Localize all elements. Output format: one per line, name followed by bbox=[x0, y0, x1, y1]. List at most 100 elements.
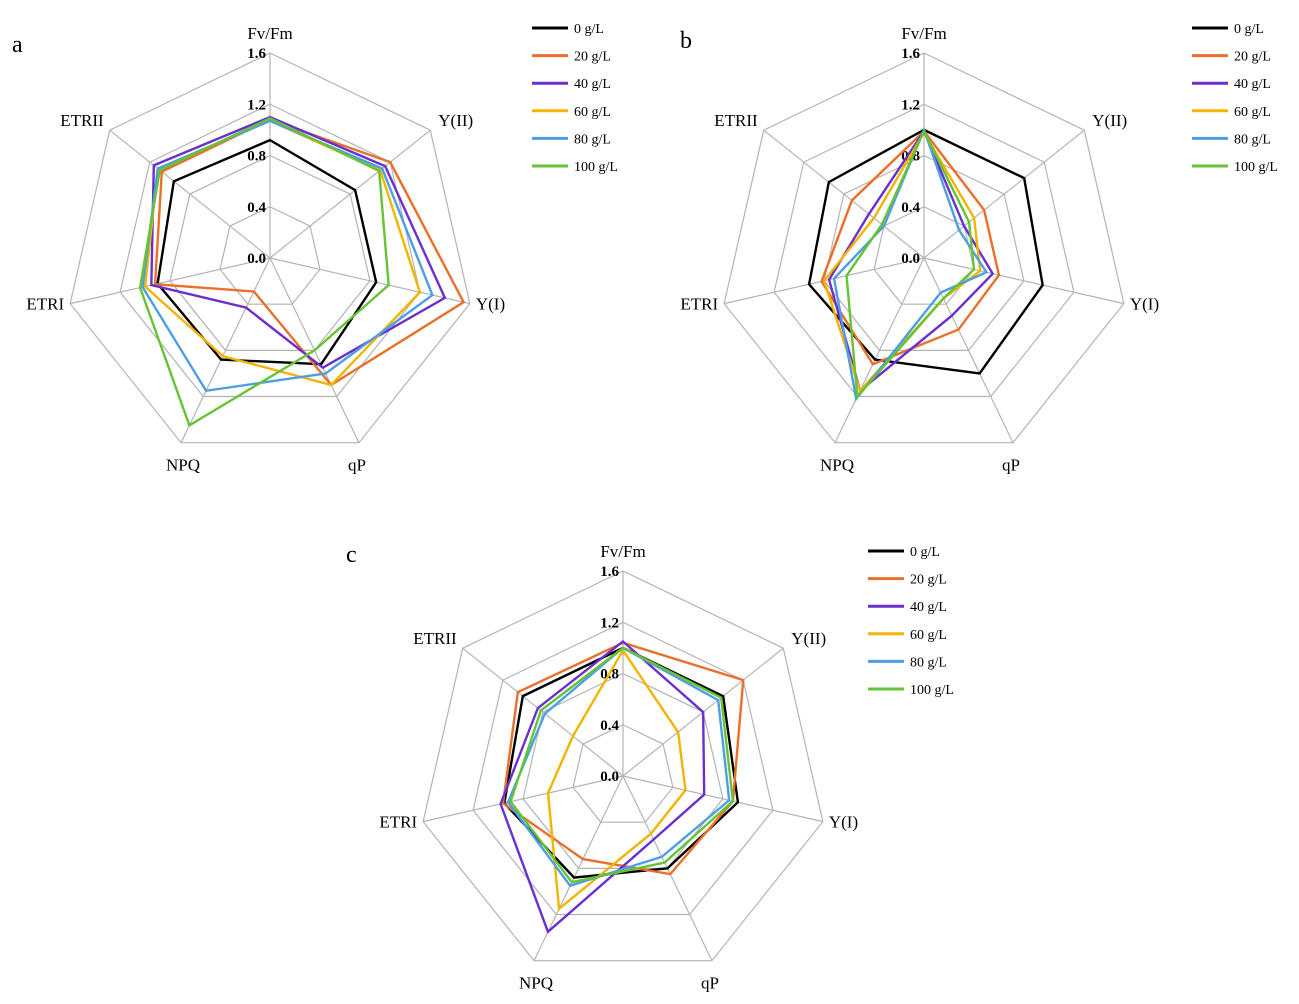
axis-label: ETRI bbox=[26, 295, 64, 314]
axis-label: Y(I) bbox=[829, 813, 858, 832]
axis-label: ETRII bbox=[714, 111, 758, 130]
legend-label: 60 g/L bbox=[574, 105, 611, 120]
series-line bbox=[153, 118, 466, 387]
axis-label: qP bbox=[348, 456, 366, 475]
radar-spoke bbox=[622, 775, 823, 823]
tick-label: 0.4 bbox=[901, 200, 920, 216]
tick-label: 0.8 bbox=[247, 149, 266, 165]
radar-spoke bbox=[423, 775, 624, 823]
legend-label: 0 g/L bbox=[1234, 22, 1264, 37]
legend-label: 20 g/L bbox=[1234, 50, 1271, 65]
axis-label: qP bbox=[1002, 456, 1020, 475]
axis-label: NPQ bbox=[519, 974, 553, 993]
axis-label: Y(II) bbox=[1092, 111, 1127, 130]
series-line bbox=[546, 648, 687, 912]
legend-label: 80 g/L bbox=[910, 655, 947, 670]
tick-label: 1.6 bbox=[247, 46, 266, 62]
legend-label: 60 g/L bbox=[910, 628, 947, 643]
legend-label: 0 g/L bbox=[574, 22, 604, 37]
panel-letter: c bbox=[346, 542, 357, 568]
grid-ring bbox=[723, 52, 1125, 444]
legend: 0 g/L 20 g/L 40 g/L 60 g/L 80 g/L 100 g/L bbox=[532, 22, 618, 175]
axis-label: ETRII bbox=[413, 629, 457, 648]
axis-label: Fv/Fm bbox=[901, 24, 946, 43]
radar-spoke bbox=[923, 257, 1014, 443]
axis-label: ETRI bbox=[680, 295, 718, 314]
series-line bbox=[138, 117, 390, 428]
legend-label: 20 g/L bbox=[910, 573, 947, 588]
tick-label: 1.6 bbox=[901, 46, 920, 62]
legend-label: 80 g/L bbox=[574, 132, 611, 147]
legend-label: 100 g/L bbox=[574, 160, 618, 175]
series-line bbox=[509, 646, 735, 884]
axis-label: NPQ bbox=[166, 456, 200, 475]
radar-spoke bbox=[180, 257, 271, 443]
legend-label: 20 g/L bbox=[574, 50, 611, 65]
tick-label: 0.4 bbox=[600, 718, 619, 734]
panel-letter: a bbox=[12, 32, 23, 58]
grid-ring bbox=[169, 154, 371, 351]
radar-spoke bbox=[109, 129, 271, 259]
axis-label: Y(II) bbox=[438, 111, 473, 130]
grid-ring bbox=[773, 103, 1075, 398]
grid-ring bbox=[572, 724, 674, 823]
axis-label: NPQ bbox=[820, 456, 854, 475]
grid-ring bbox=[472, 621, 774, 916]
series-line bbox=[150, 115, 447, 370]
tick-label: 0.0 bbox=[247, 251, 266, 267]
tick-label: 1.2 bbox=[901, 97, 920, 113]
grid-ring bbox=[219, 206, 321, 305]
tick-label: 1.6 bbox=[600, 564, 619, 580]
series-line bbox=[501, 641, 745, 876]
axis-label: qP bbox=[701, 974, 719, 993]
axis-label: ETRI bbox=[379, 813, 417, 832]
series-line bbox=[156, 138, 378, 366]
legend-label: 40 g/L bbox=[574, 77, 611, 92]
series-line bbox=[506, 646, 731, 888]
radar-spoke bbox=[70, 257, 271, 305]
axis-label: Y(I) bbox=[476, 295, 505, 314]
grid-ring bbox=[873, 206, 975, 305]
legend: 0 g/L 20 g/L 40 g/L 60 g/L 80 g/L 100 g/L bbox=[1192, 22, 1278, 175]
radar-spoke bbox=[269, 129, 431, 259]
tick-label: 1.2 bbox=[247, 97, 266, 113]
axis-label: Y(II) bbox=[791, 629, 826, 648]
radar-panel-b: b0.00.40.81.21.6Fv/FmY(II)Y(I)qPNPQETRIE… bbox=[680, 22, 1278, 475]
tick-label: 1.2 bbox=[600, 615, 619, 631]
tick-label: 0.0 bbox=[901, 251, 920, 267]
series-line bbox=[845, 128, 976, 400]
series-line bbox=[827, 128, 995, 393]
axis-label: Y(I) bbox=[1130, 295, 1159, 314]
series-line bbox=[807, 128, 1044, 375]
legend-label: 100 g/L bbox=[1234, 160, 1278, 175]
series-line bbox=[820, 129, 1001, 366]
radar-spoke bbox=[923, 129, 1085, 259]
legend-label: 80 g/L bbox=[1234, 132, 1271, 147]
legend-label: 40 g/L bbox=[1234, 77, 1271, 92]
legend-label: 60 g/L bbox=[1234, 105, 1271, 120]
axis-label: Fv/Fm bbox=[247, 24, 292, 43]
tick-label: 0.4 bbox=[247, 200, 266, 216]
radar-spoke bbox=[834, 257, 925, 443]
panel-letter: b bbox=[680, 28, 692, 54]
legend-label: 100 g/L bbox=[910, 683, 954, 698]
radar-spoke bbox=[269, 257, 470, 305]
axis-label: ETRII bbox=[60, 111, 104, 130]
grid-ring bbox=[422, 570, 824, 962]
grid-ring bbox=[119, 103, 421, 398]
radar-panel-a: a 0.0 0.4 0.8 1.2 1.6 Fv/Fm Y(II) Y(I) qP NPQ ETRI E… bbox=[12, 22, 618, 475]
radar-spoke bbox=[923, 257, 1124, 305]
grid-ring bbox=[69, 52, 471, 444]
axis-label: Fv/Fm bbox=[600, 542, 645, 561]
legend-label: 40 g/L bbox=[910, 600, 947, 615]
tick-label: 0.0 bbox=[600, 769, 619, 785]
radar-spoke bbox=[763, 129, 925, 259]
series-line bbox=[499, 639, 706, 934]
legend-label: 0 g/L bbox=[910, 545, 940, 560]
legend: 0 g/L 20 g/L 40 g/L 60 g/L 80 g/L 100 g/L bbox=[868, 545, 954, 698]
radar-spoke bbox=[462, 647, 624, 777]
grid-ring bbox=[823, 154, 1025, 351]
radar-panel-c: c0.00.40.81.21.6Fv/FmY(II)Y(I)qPNPQETRIE… bbox=[346, 542, 954, 993]
series-line bbox=[141, 119, 434, 393]
